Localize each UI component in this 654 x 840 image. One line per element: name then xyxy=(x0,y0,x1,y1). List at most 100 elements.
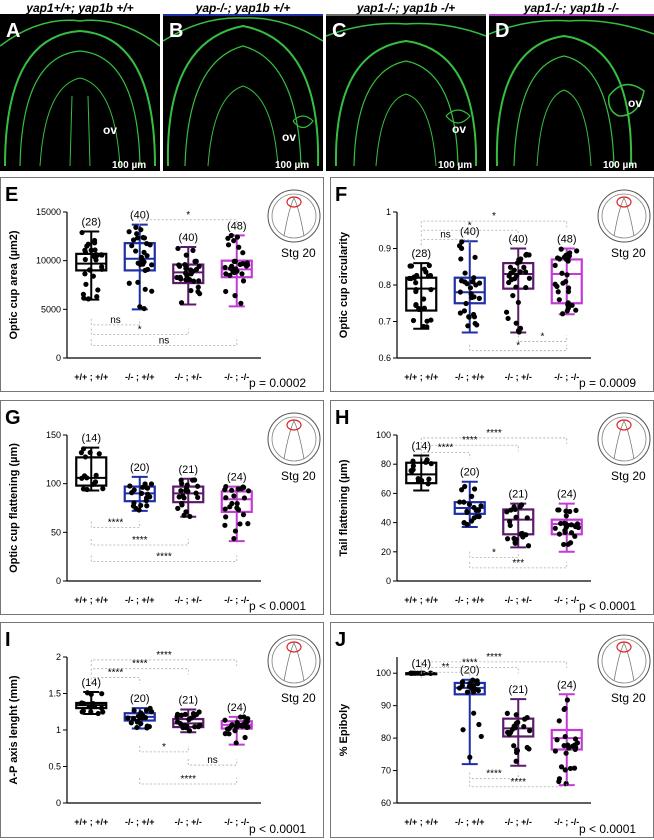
y-tick-label: 60 xyxy=(381,488,391,498)
data-point xyxy=(572,746,578,753)
data-point xyxy=(518,502,525,508)
data-point xyxy=(130,237,137,243)
data-point xyxy=(134,724,140,731)
data-point xyxy=(80,291,87,297)
data-point xyxy=(88,691,94,697)
data-point xyxy=(240,278,247,284)
data-point xyxy=(556,718,562,724)
data-point xyxy=(196,709,202,715)
y-tick-label: 40 xyxy=(381,518,391,528)
data-point xyxy=(88,247,94,253)
significance-bracket xyxy=(139,778,238,785)
data-point xyxy=(472,320,478,327)
highlight-region xyxy=(286,641,302,653)
y-axis-label: A-P axis lenght (mm) xyxy=(8,675,20,785)
embryo-body xyxy=(283,197,305,237)
data-point xyxy=(462,483,468,490)
box xyxy=(453,276,486,305)
data-point xyxy=(88,709,94,715)
significance-bracket xyxy=(469,780,568,788)
data-point xyxy=(573,307,579,313)
data-point xyxy=(183,270,189,276)
data-point xyxy=(141,305,147,312)
data-point xyxy=(186,716,192,723)
data-point xyxy=(569,302,575,308)
data-point xyxy=(556,256,563,262)
data-point xyxy=(511,743,517,749)
n-label: (40) xyxy=(130,210,150,222)
data-point xyxy=(476,721,482,728)
y-tick-label: 0 xyxy=(56,353,61,363)
data-point xyxy=(184,723,190,729)
data-point xyxy=(414,670,421,676)
data-point xyxy=(471,314,478,320)
embryo-schematic-icon xyxy=(597,412,651,466)
data-point xyxy=(142,267,148,273)
significance-label: **** xyxy=(486,428,502,439)
significance-bracket xyxy=(420,229,519,237)
significance-bracket xyxy=(469,772,519,780)
data-point xyxy=(232,258,238,264)
stage-label: Stg 20 xyxy=(281,691,316,705)
data-point xyxy=(226,731,232,737)
embryo-schematic-icon xyxy=(597,634,651,688)
data-point xyxy=(178,300,185,306)
otic-vesicle-label: ov xyxy=(452,122,467,136)
x-tick-label: +/+ ; +/+ xyxy=(404,372,438,382)
data-point xyxy=(563,513,569,519)
panel-letter: F xyxy=(335,184,348,206)
data-point xyxy=(222,486,228,493)
data-point xyxy=(523,532,529,538)
n-label: (14) xyxy=(81,433,101,445)
data-point xyxy=(474,679,480,685)
scale-bar-label: 100 µm xyxy=(112,160,147,171)
p-value: p = 0.0002 xyxy=(249,376,307,390)
data-point xyxy=(90,273,96,279)
highlight-region xyxy=(286,196,302,208)
data-point xyxy=(463,300,469,307)
data-point xyxy=(473,282,479,288)
data-point xyxy=(78,450,85,456)
data-point xyxy=(458,256,464,262)
data-point xyxy=(226,725,232,731)
n-label: (24) xyxy=(227,472,247,484)
significance-label: * xyxy=(162,742,166,753)
data-point xyxy=(460,727,466,733)
micrograph-letter: C xyxy=(332,20,347,42)
data-point xyxy=(138,254,145,260)
x-tick-label: -/- ; +/+ xyxy=(125,372,155,382)
data-point xyxy=(559,270,565,276)
data-point xyxy=(91,703,98,710)
n-label: (21) xyxy=(508,684,528,696)
significance-label: **** xyxy=(108,667,124,678)
embryo-yolk xyxy=(271,416,317,462)
data-point xyxy=(464,521,470,528)
y-tick-label: 0.6 xyxy=(378,353,391,363)
data-point xyxy=(518,531,524,537)
embryo-yolk xyxy=(601,638,647,684)
y-tick-label: 80 xyxy=(381,733,391,743)
data-point xyxy=(239,486,245,492)
data-point xyxy=(231,535,237,542)
data-point xyxy=(506,273,512,279)
y-tick-label: 15000 xyxy=(36,207,61,217)
significance-bracket xyxy=(187,759,238,766)
data-point xyxy=(567,508,573,515)
data-point xyxy=(242,719,249,725)
data-point xyxy=(82,271,88,277)
y-tick-label: 0.7 xyxy=(378,317,391,327)
y-tick-label: 0.9 xyxy=(378,244,391,254)
data-point xyxy=(562,767,568,773)
x-tick-label: -/- ; -/- xyxy=(224,372,249,382)
y-tick-label: 100 xyxy=(376,430,391,440)
x-tick-label: +/+ ; +/+ xyxy=(74,595,108,605)
data-point xyxy=(100,485,106,492)
significance-label: ns xyxy=(159,335,170,346)
otic-vesicle-label: ov xyxy=(103,123,118,137)
data-point xyxy=(556,531,563,537)
data-point xyxy=(517,269,523,275)
data-point xyxy=(471,486,478,492)
data-point xyxy=(504,536,511,542)
data-point xyxy=(144,253,150,259)
data-point xyxy=(565,285,572,291)
